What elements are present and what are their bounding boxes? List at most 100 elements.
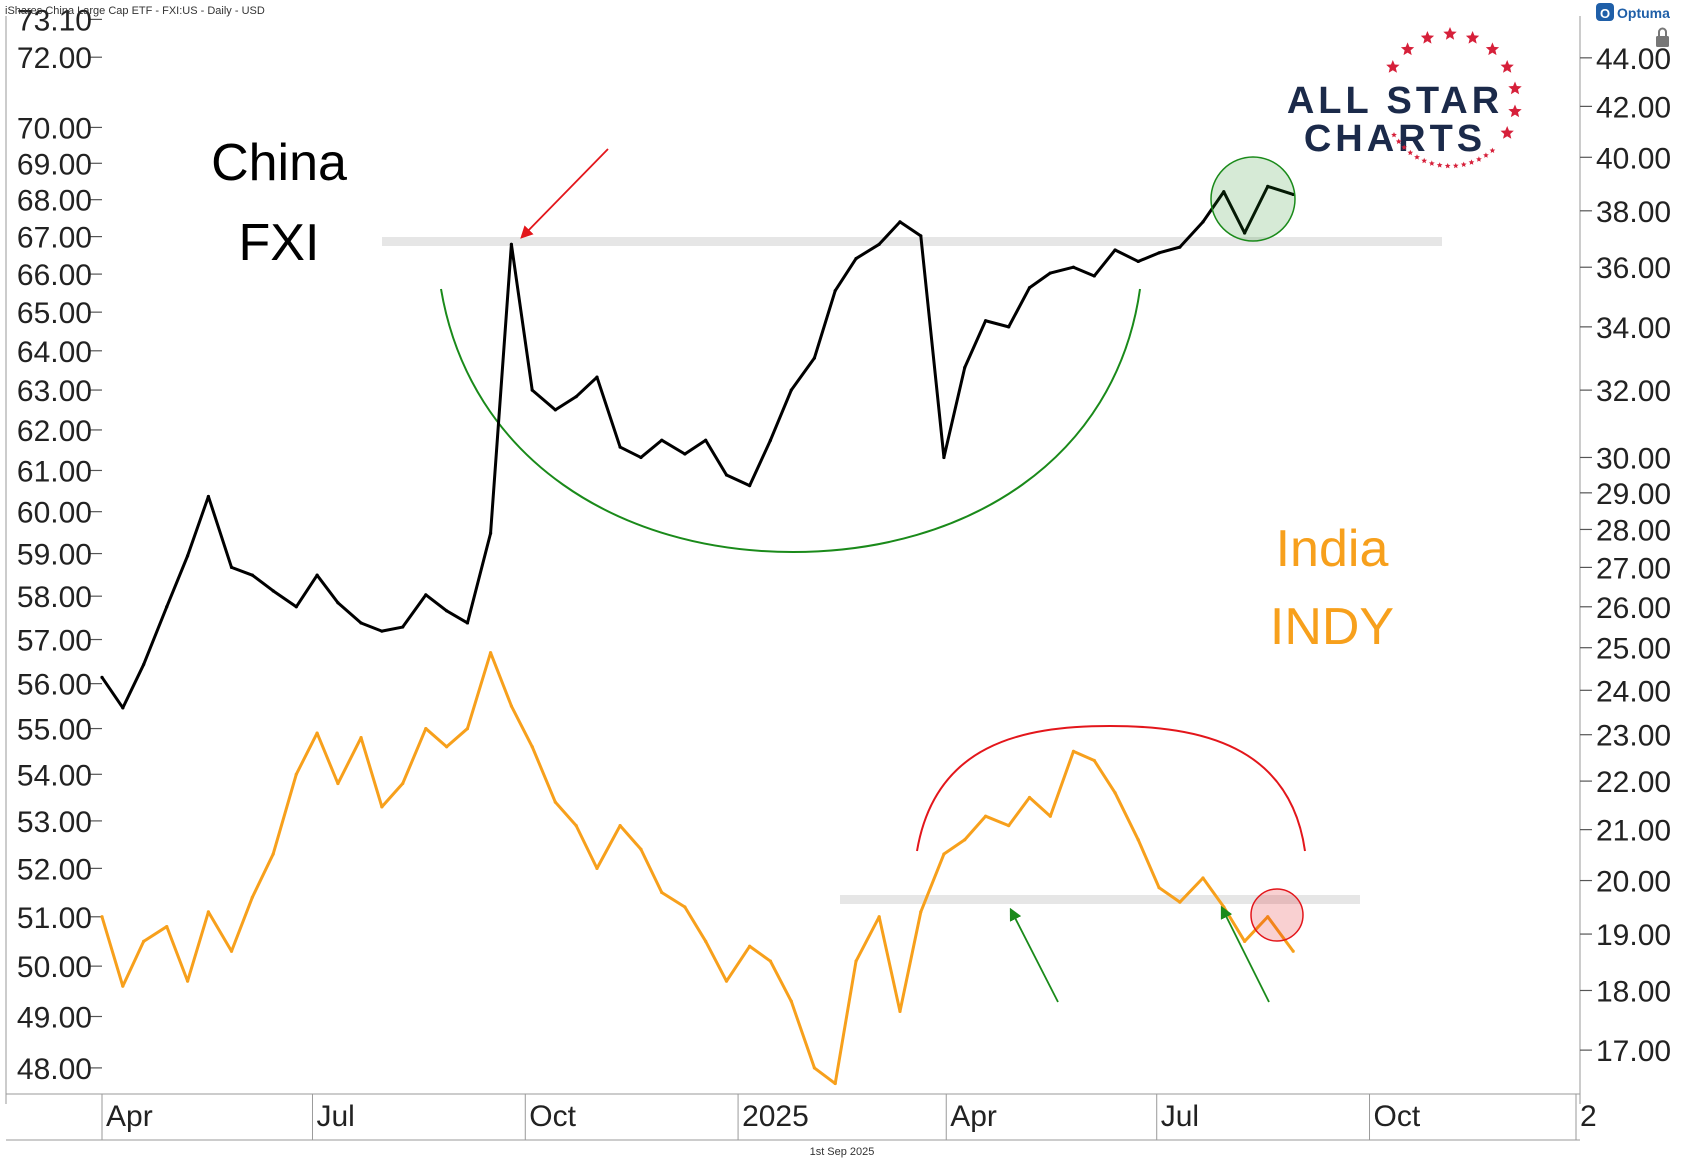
fxi-point — [919, 234, 923, 238]
star-icon — [1386, 60, 1400, 73]
footer-date: 1st Sep 2025 — [810, 1146, 875, 1158]
indy-point — [359, 736, 363, 740]
fxi-point — [380, 629, 384, 633]
star-icon — [1483, 152, 1489, 158]
left-tick-label: 55.00 — [17, 714, 92, 747]
star-icon — [1468, 159, 1475, 165]
fxi-point — [401, 625, 405, 629]
indy-point — [185, 979, 190, 983]
chart-title: iShares China Large Cap ETF - FXI:US - D… — [5, 5, 265, 17]
star-icon — [1452, 162, 1459, 169]
indy-point — [1027, 795, 1032, 800]
fxi-point — [1092, 274, 1096, 278]
fxi-point — [1048, 271, 1052, 275]
indy-point — [1291, 949, 1295, 953]
fxi-point — [1243, 231, 1247, 235]
right-tick-label: 17.00 — [1596, 1035, 1671, 1068]
star-icon — [1391, 132, 1397, 138]
x-tick-label: Jul — [316, 1100, 354, 1133]
star-icon — [1443, 27, 1457, 40]
fxi-resistance-band — [382, 237, 1442, 246]
x-tick-label: Jul — [1161, 1100, 1199, 1133]
indy-point — [1243, 939, 1247, 943]
left-tick-label: 59.00 — [17, 539, 92, 572]
indy-point — [530, 745, 534, 749]
fxi-point — [768, 438, 773, 442]
india-label: India — [1276, 520, 1389, 578]
optuma-icon — [1596, 3, 1614, 21]
left-tick-label: 56.00 — [17, 669, 92, 702]
indy-point — [1136, 838, 1140, 842]
star-icon — [1500, 126, 1514, 139]
indy-point — [271, 852, 275, 856]
fxi-point — [942, 455, 946, 460]
optuma-brand: Optuma — [1617, 5, 1670, 21]
fxi-point — [789, 388, 793, 392]
indy-point — [748, 944, 752, 948]
right-tick-label: 38.00 — [1596, 196, 1671, 229]
indy-point — [315, 731, 319, 735]
left-tick-label: 49.00 — [17, 1002, 92, 1035]
left-tick-label: 52.00 — [17, 853, 92, 886]
star-icon — [1476, 156, 1482, 162]
left-tick-label: 58.00 — [17, 581, 92, 614]
star-icon — [1429, 160, 1435, 166]
fxi-point — [683, 452, 687, 456]
left-tick-label: 48.00 — [17, 1053, 92, 1086]
fxi-point — [854, 256, 858, 261]
fxi-point — [1222, 190, 1226, 194]
fxi-point — [1201, 220, 1205, 224]
fxi-point — [724, 473, 729, 477]
x-axis: Apr Jul Oct 2025 Apr Jul Oct 2 — [101, 1094, 1597, 1140]
star-icon — [1420, 31, 1435, 44]
indy-point — [1178, 900, 1182, 904]
star-icon — [1400, 42, 1415, 56]
fxi-point — [185, 554, 190, 558]
left-tick-label: 50.00 — [17, 951, 92, 984]
fxi-point — [1113, 248, 1117, 252]
indy-point — [445, 745, 449, 749]
fxi-point — [271, 589, 275, 593]
right-tick-label: 30.00 — [1596, 442, 1671, 475]
indy-point — [768, 959, 773, 963]
fxi-point — [660, 438, 664, 442]
fxi-point — [1266, 184, 1270, 188]
lock-icon[interactable] — [1656, 27, 1669, 47]
indy-point — [1157, 886, 1161, 890]
right-axis: 44.00 42.00 40.00 38.00 36.00 34.00 32.00 30.00… — [1580, 43, 1671, 1068]
indy-point — [574, 824, 578, 828]
fxi-point — [336, 601, 340, 605]
fxi-point — [509, 242, 513, 246]
svg-text:O: O — [1600, 6, 1610, 21]
fxi-point — [488, 531, 493, 535]
peak-arrow-icon — [520, 148, 609, 239]
x-tick-label: Oct — [529, 1100, 576, 1133]
left-tick-label: 60.00 — [17, 497, 92, 530]
fxi-points — [100, 184, 1295, 710]
indy-point — [898, 1009, 902, 1014]
x-tick-label: Oct — [1374, 1100, 1421, 1133]
indy-point — [683, 905, 687, 909]
indy-point — [812, 1066, 817, 1070]
fxi-point — [1007, 325, 1011, 329]
star-icon — [1395, 138, 1402, 144]
left-tick-label: 57.00 — [17, 625, 92, 658]
star-icon — [1436, 162, 1443, 168]
right-tick-label: 19.00 — [1596, 919, 1671, 952]
logo-line-1: ALL STAR — [1287, 80, 1503, 122]
x-tick-label: 2 — [1580, 1100, 1597, 1133]
indy-point — [595, 866, 599, 870]
right-tick-label: 27.00 — [1596, 552, 1671, 585]
fxi-point — [165, 605, 169, 609]
fxi-point — [100, 675, 104, 679]
indy-point — [294, 772, 298, 776]
right-tick-label: 24.00 — [1596, 675, 1671, 708]
x-tick-label: Apr — [106, 1100, 153, 1133]
indy-point — [1092, 758, 1096, 763]
left-tick-label: 51.00 — [17, 902, 92, 935]
fxi-point — [445, 609, 449, 613]
star-icon — [1500, 60, 1514, 73]
left-tick-label: 70.00 — [17, 112, 92, 145]
indy-point — [618, 824, 622, 828]
